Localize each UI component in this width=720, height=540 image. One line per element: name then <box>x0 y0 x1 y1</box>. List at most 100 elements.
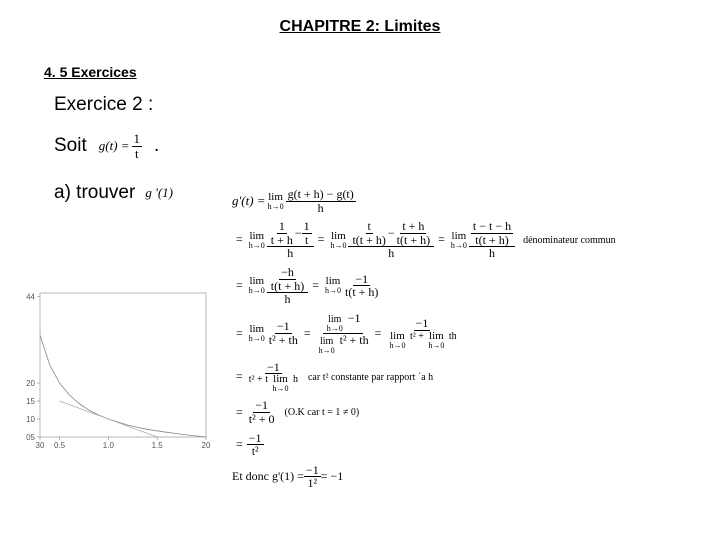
d7-frac: −1 t² <box>247 432 264 458</box>
lim-3a: lim h→0 <box>249 276 265 295</box>
n: −1 <box>275 320 292 334</box>
n: −1 <box>414 317 431 331</box>
d: 1² <box>306 477 320 490</box>
d2b-inner2: t + h t(t + h) <box>395 220 432 246</box>
svg-text:44: 44 <box>26 293 35 302</box>
lim-4b-d: lim h→0 <box>319 337 335 355</box>
lim-bot: h→0 <box>389 342 405 350</box>
eq: = <box>236 279 243 292</box>
lim-bot: h→0 <box>272 385 288 393</box>
svg-text:1.0: 1.0 <box>103 441 115 450</box>
lim-2a: lim h→0 <box>249 231 265 250</box>
lim-2c: lim h→0 <box>451 231 467 250</box>
d2c-num: t − t − h t(t + h) <box>469 220 515 247</box>
svg-text:0.5: 0.5 <box>54 441 66 450</box>
d1-den: h <box>316 202 326 215</box>
d2-frac-a: 1 t + h − 1 t h <box>267 220 314 260</box>
deriv-final-row: Et donc g'(1) = −1 1² = −1 <box>232 464 702 490</box>
d3-frac-a: −h t(t + h) h <box>267 266 308 306</box>
final-rhs: = −1 <box>321 470 344 483</box>
let-frac-den: t <box>133 147 141 161</box>
d4-frac-c: −1 lim h→0 t² + lim h→0 th <box>385 317 458 350</box>
eq: = <box>236 233 243 246</box>
d: t² + 0 <box>247 413 277 426</box>
eq: = <box>318 233 325 246</box>
svg-text:10: 10 <box>26 415 35 424</box>
d5-frac: −1 t² + t lim h→0 h <box>247 361 300 394</box>
d2c-den: h <box>487 247 497 260</box>
n: t − t − h <box>471 220 513 234</box>
d: t(t + h) <box>350 234 387 247</box>
lim-bot: h→0 <box>330 242 346 250</box>
d2a-num: 1 t + h − 1 t <box>267 220 314 247</box>
d1-num: g(t + h) − g(t) <box>286 188 356 202</box>
let-frac-num: 1 <box>132 132 143 147</box>
eq: = <box>304 327 311 340</box>
lim-top: lim <box>452 231 467 242</box>
lim-4c1: lim h→0 <box>389 331 405 350</box>
let-lhs: g(t) = <box>99 138 130 154</box>
deriv-row-1: g'(t) = lim h→0 g(t + h) − g(t) h <box>232 188 702 214</box>
d2b-inner1: t t(t + h) <box>350 220 387 246</box>
d2a-den: h <box>285 247 295 260</box>
lim-bot: h→0 <box>249 287 265 295</box>
deriv-row-3: = lim h→0 −h t(t + h) h = lim h→0 −1 t(t… <box>232 266 702 306</box>
deriv-row-4: = lim h→0 −1 t² + th = lim h→0 −1 lim h→… <box>232 312 702 355</box>
minus: − <box>295 227 302 240</box>
lim-top: lim <box>268 192 283 203</box>
final-lhs: Et donc g'(1) = <box>232 470 304 483</box>
lim-2b: lim h→0 <box>330 231 346 250</box>
annot-const: car t² constante par rapport `a h <box>308 372 433 383</box>
svg-text:1.5: 1.5 <box>152 441 164 450</box>
d3-frac-b: −1 t(t + h) <box>343 273 380 299</box>
eq: = <box>236 327 243 340</box>
d2-frac-c: t − t − h t(t + h) h <box>469 220 515 260</box>
d3a-den: h <box>283 293 293 306</box>
d2a-inner2: 1 t <box>302 220 312 246</box>
chart-1-over-t: 300.51.01.5200510152044 <box>12 285 212 455</box>
let-fraction: 1 t <box>132 132 143 160</box>
lim-top: lim <box>249 231 264 242</box>
lim-4b-n: lim h→0 <box>327 315 343 333</box>
d1-lhs: g'(t) = <box>232 194 266 208</box>
eq: = <box>236 370 243 383</box>
n: −1 <box>353 273 370 287</box>
svg-text:05: 05 <box>26 433 35 442</box>
lim-bot: h→0 <box>268 203 284 211</box>
d2c-inner: t − t − h t(t + h) <box>471 220 513 246</box>
n: −1 <box>247 432 264 446</box>
lim-3b: lim h→0 <box>325 276 341 295</box>
lim-bot: h→0 <box>327 325 343 333</box>
deriv-row-2: = lim h→0 1 t + h − 1 t h = lim h→0 <box>232 220 702 260</box>
eq: = <box>312 279 319 292</box>
svg-text:15: 15 <box>26 397 35 406</box>
d3a-inner: −h t(t + h) <box>269 266 306 292</box>
n: −1 <box>304 464 321 478</box>
n: t + h <box>400 220 426 234</box>
d: t² + th <box>267 334 300 347</box>
derivation-block: g'(t) = lim h→0 g(t + h) − g(t) h = lim … <box>232 188 702 496</box>
eq: = <box>375 327 382 340</box>
exercise-label: Exercice 2 : <box>54 94 720 116</box>
d2a-inner1: 1 t + h <box>269 220 295 246</box>
d2-frac-b: t t(t + h) − t + h t(t + h) h <box>348 220 434 260</box>
lim-4c2: lim h→0 <box>428 331 444 350</box>
deriv-row-7: = −1 t² <box>232 432 702 458</box>
neg1: −1 <box>348 311 361 325</box>
lim-bot: h→0 <box>325 287 341 295</box>
d2b-num: t t(t + h) − t + h t(t + h) <box>348 220 434 247</box>
final-frac: −1 1² <box>304 464 321 490</box>
let-expression: g(t) = 1 t <box>99 132 142 160</box>
svg-text:20: 20 <box>202 441 211 450</box>
question-expr: g '(1) <box>145 185 173 201</box>
chart-svg: 300.51.01.5200510152044 <box>12 285 212 455</box>
n: 1 <box>277 220 287 234</box>
question-prefix: a) trouver <box>54 182 135 204</box>
lim-bot: h→0 <box>451 242 467 250</box>
d: t(t + h) <box>343 286 380 299</box>
svg-text:30: 30 <box>36 441 45 450</box>
d5-den: t² + t lim h→0 h <box>247 374 300 393</box>
eq: = <box>236 438 243 451</box>
d4b-num: lim h→0 −1 <box>323 312 363 334</box>
minus: − <box>388 227 395 240</box>
